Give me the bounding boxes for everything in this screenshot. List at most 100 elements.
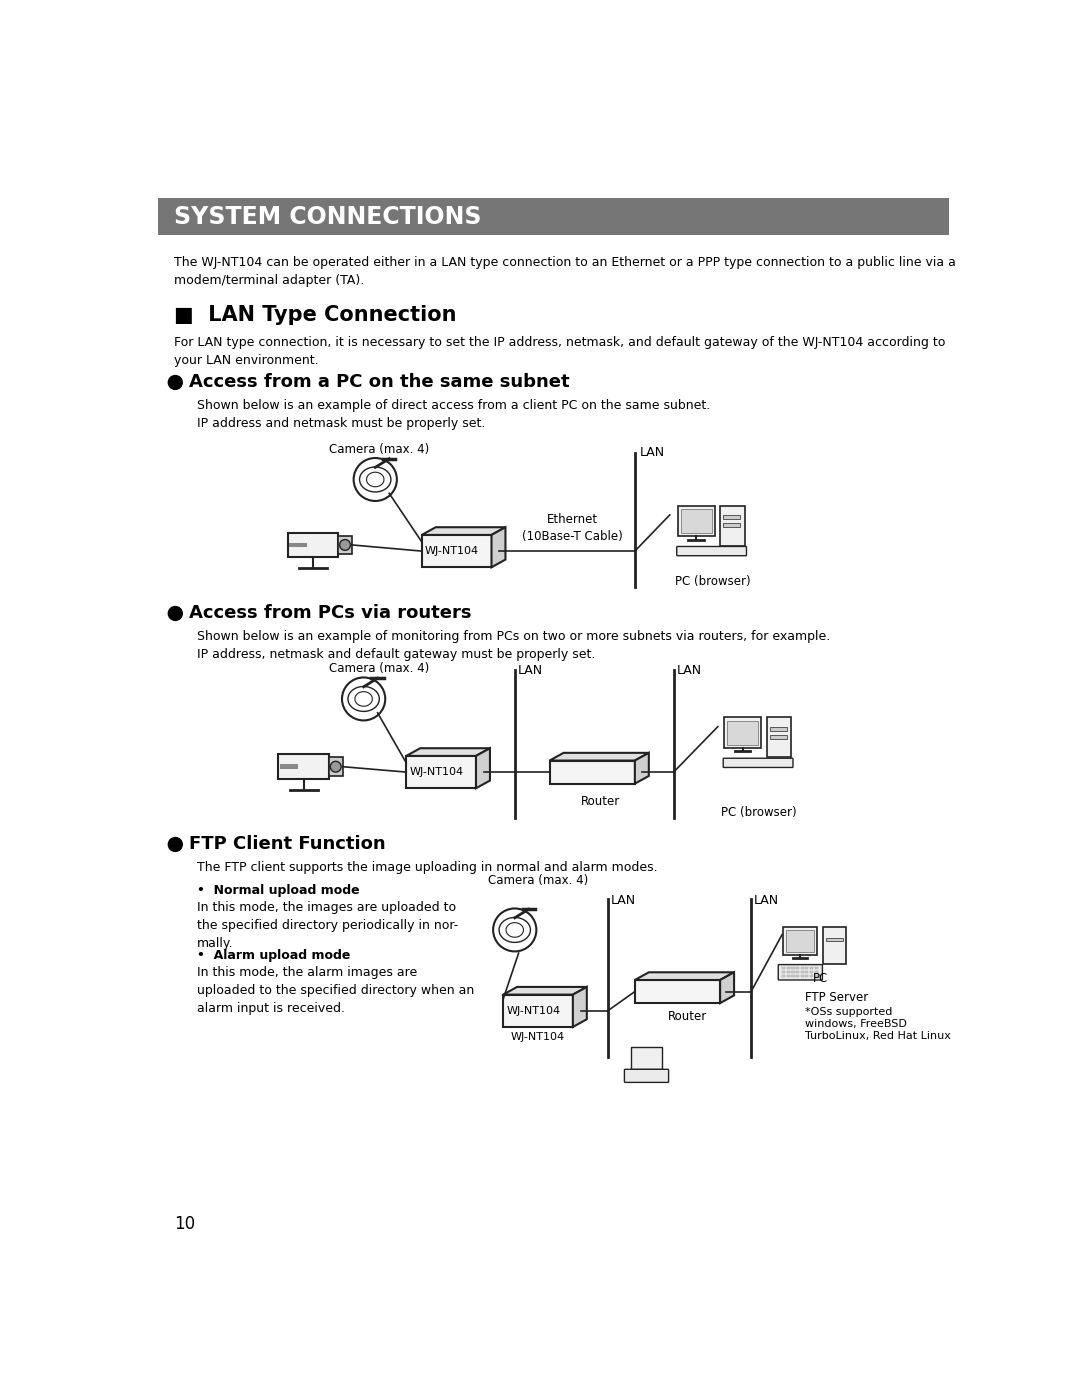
Text: Shown below is an example of direct access from a client PC on the same subnet.
: Shown below is an example of direct acce… bbox=[197, 398, 711, 430]
Text: Camera (max. 4): Camera (max. 4) bbox=[328, 443, 429, 455]
Polygon shape bbox=[635, 753, 649, 784]
Text: FTP Client Function: FTP Client Function bbox=[189, 835, 386, 854]
Text: LAN: LAN bbox=[754, 894, 780, 907]
Bar bbox=[825, 937, 842, 942]
Polygon shape bbox=[406, 749, 490, 756]
Bar bbox=[279, 754, 328, 780]
Text: In this mode, the images are uploaded to
the specified directory periodically in: In this mode, the images are uploaded to… bbox=[197, 901, 458, 950]
Text: Access from PCs via routers: Access from PCs via routers bbox=[189, 605, 472, 623]
Bar bbox=[814, 975, 818, 977]
Bar bbox=[767, 718, 792, 757]
Circle shape bbox=[168, 376, 183, 390]
Text: *OSs supported: *OSs supported bbox=[806, 1007, 893, 1017]
Bar bbox=[783, 926, 816, 954]
Text: The WJ-NT104 can be operated either in a LAN type connection to an Ethernet or a: The WJ-NT104 can be operated either in a… bbox=[174, 256, 956, 288]
Text: •  Alarm upload mode: • Alarm upload mode bbox=[197, 949, 350, 963]
Bar bbox=[770, 735, 786, 739]
Bar bbox=[724, 718, 761, 749]
Text: ■  LAN Type Connection: ■ LAN Type Connection bbox=[174, 305, 456, 324]
Text: LAN: LAN bbox=[639, 447, 664, 460]
Bar bbox=[786, 975, 789, 977]
Bar bbox=[796, 971, 799, 974]
Bar bbox=[782, 975, 785, 977]
Text: Camera (max. 4): Camera (max. 4) bbox=[328, 662, 429, 675]
Bar bbox=[550, 760, 635, 784]
Bar bbox=[680, 509, 712, 534]
Polygon shape bbox=[491, 527, 505, 567]
Bar bbox=[727, 721, 758, 745]
Text: Ethernet
(10Base-T Cable): Ethernet (10Base-T Cable) bbox=[523, 513, 623, 543]
FancyBboxPatch shape bbox=[779, 964, 823, 979]
Bar bbox=[792, 971, 795, 974]
Bar bbox=[796, 967, 799, 970]
Polygon shape bbox=[503, 986, 586, 995]
Polygon shape bbox=[422, 527, 505, 535]
Text: WJ-NT104: WJ-NT104 bbox=[511, 1032, 565, 1042]
Polygon shape bbox=[476, 749, 490, 788]
Text: Camera (max. 4): Camera (max. 4) bbox=[488, 873, 588, 887]
Bar bbox=[786, 971, 789, 974]
Circle shape bbox=[168, 606, 183, 620]
Bar bbox=[800, 971, 804, 974]
Bar bbox=[806, 971, 809, 974]
Bar bbox=[635, 979, 720, 1003]
Text: WJ-NT104: WJ-NT104 bbox=[507, 1006, 561, 1016]
Text: FTP Server: FTP Server bbox=[806, 990, 868, 1004]
Circle shape bbox=[339, 539, 350, 550]
Bar bbox=[338, 535, 352, 555]
Text: Router: Router bbox=[581, 795, 620, 809]
Circle shape bbox=[168, 838, 183, 851]
Bar bbox=[631, 1046, 662, 1069]
Bar bbox=[806, 975, 809, 977]
Bar bbox=[720, 506, 745, 546]
Bar bbox=[810, 975, 813, 977]
Bar bbox=[810, 971, 813, 974]
Bar bbox=[289, 542, 307, 548]
Polygon shape bbox=[550, 753, 649, 760]
Bar bbox=[328, 757, 342, 775]
Text: For LAN type connection, it is necessary to set the IP address, netmask, and def: For LAN type connection, it is necessary… bbox=[174, 335, 945, 366]
Bar bbox=[814, 971, 818, 974]
Bar bbox=[782, 971, 785, 974]
Text: Router: Router bbox=[669, 1010, 707, 1023]
Text: 10: 10 bbox=[174, 1215, 194, 1234]
Polygon shape bbox=[635, 972, 734, 979]
Text: WJ-NT104: WJ-NT104 bbox=[409, 767, 463, 777]
Text: In this mode, the alarm images are
uploaded to the specified directory when an
a: In this mode, the alarm images are uploa… bbox=[197, 967, 474, 1016]
Text: windows, FreeBSD: windows, FreeBSD bbox=[806, 1018, 907, 1030]
Circle shape bbox=[330, 761, 341, 773]
Bar bbox=[786, 930, 814, 951]
Bar bbox=[800, 975, 804, 977]
Text: TurboLinux, Red Hat Linux: TurboLinux, Red Hat Linux bbox=[806, 1031, 951, 1041]
Bar bbox=[770, 726, 786, 731]
Text: PC: PC bbox=[813, 972, 828, 985]
Bar bbox=[280, 764, 298, 768]
Bar bbox=[422, 535, 491, 567]
Text: LAN: LAN bbox=[611, 894, 636, 907]
Text: PC (browser): PC (browser) bbox=[675, 576, 751, 588]
Bar bbox=[159, 198, 948, 236]
Bar bbox=[724, 524, 740, 527]
Bar bbox=[782, 967, 785, 970]
Bar bbox=[677, 506, 715, 536]
Bar bbox=[810, 967, 813, 970]
Polygon shape bbox=[572, 986, 586, 1027]
Text: LAN: LAN bbox=[517, 665, 543, 678]
FancyBboxPatch shape bbox=[677, 546, 746, 556]
Bar bbox=[823, 926, 847, 964]
FancyBboxPatch shape bbox=[624, 1069, 669, 1083]
Text: Shown below is an example of monitoring from PCs on two or more subnets via rout: Shown below is an example of monitoring … bbox=[197, 630, 831, 661]
Bar bbox=[796, 975, 799, 977]
Bar bbox=[792, 967, 795, 970]
Text: The FTP client supports the image uploading in normal and alarm modes.: The FTP client supports the image upload… bbox=[197, 861, 658, 873]
Bar bbox=[287, 532, 338, 557]
Bar bbox=[786, 967, 789, 970]
Text: SYSTEM CONNECTIONS: SYSTEM CONNECTIONS bbox=[174, 205, 482, 229]
Text: PC (browser): PC (browser) bbox=[721, 806, 797, 819]
Bar bbox=[406, 756, 476, 788]
Bar bbox=[814, 967, 818, 970]
Polygon shape bbox=[720, 972, 734, 1003]
Text: Access from a PC on the same subnet: Access from a PC on the same subnet bbox=[189, 373, 570, 391]
Bar bbox=[503, 995, 572, 1027]
Text: •  Normal upload mode: • Normal upload mode bbox=[197, 884, 360, 897]
